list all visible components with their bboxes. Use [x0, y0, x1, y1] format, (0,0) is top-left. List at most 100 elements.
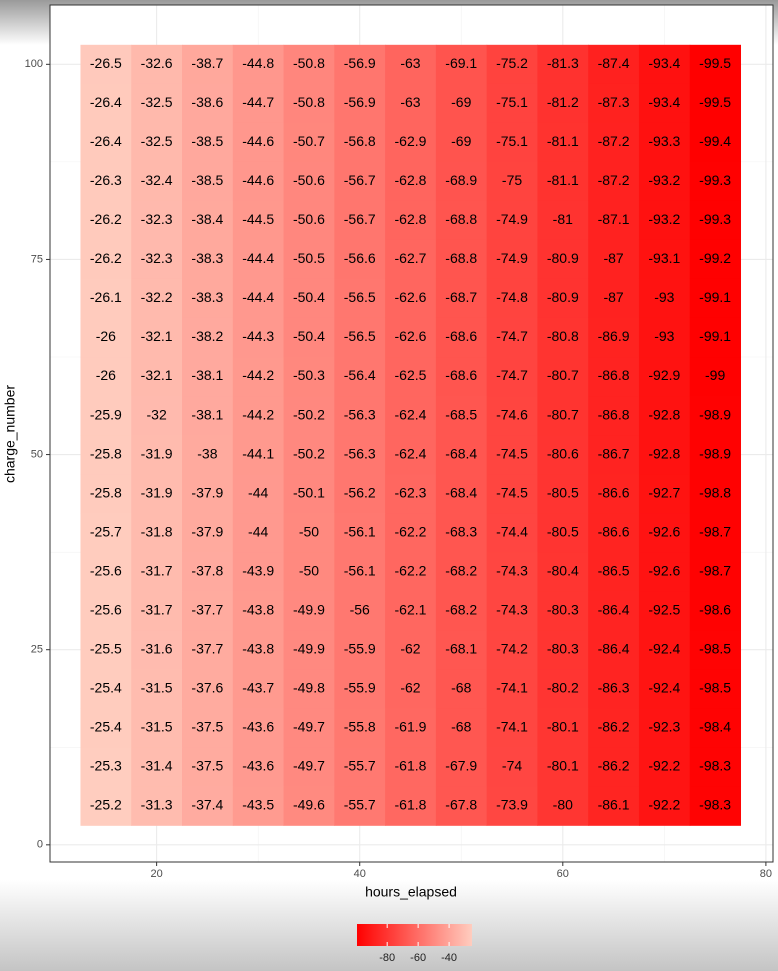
- tile: [131, 513, 183, 553]
- tile: [588, 747, 640, 787]
- tile-label: -81.2: [547, 94, 579, 110]
- tile: [588, 513, 640, 553]
- tile-label: -69: [451, 94, 471, 110]
- tile: [232, 669, 285, 709]
- tile: [435, 317, 488, 358]
- tile-label: -50: [299, 562, 319, 578]
- tile-label: -37.8: [191, 562, 223, 578]
- x-axis-title: hours_elapsed: [365, 884, 457, 900]
- tile-label: -50.4: [293, 328, 325, 344]
- tile: [80, 513, 132, 553]
- tile-label: -74.1: [496, 718, 528, 734]
- tile-label: -56.2: [344, 484, 376, 500]
- tile-label: -25.8: [90, 445, 122, 461]
- tile-label: -63: [400, 55, 420, 71]
- tile-label: -98.4: [699, 718, 731, 734]
- tile: [689, 591, 742, 631]
- tile-label: -68.8: [445, 250, 477, 266]
- tile-label: -38.4: [191, 211, 223, 227]
- tile: [182, 474, 234, 514]
- tile: [80, 552, 132, 592]
- tile: [486, 708, 538, 748]
- tile: [131, 786, 183, 826]
- tile-label: -75.1: [496, 94, 528, 110]
- tile-label: -98.5: [699, 679, 731, 695]
- tile: [385, 317, 437, 358]
- tile: [689, 396, 742, 436]
- tile: [334, 317, 386, 358]
- tile-label: -50.4: [293, 289, 325, 305]
- tile: [638, 552, 691, 592]
- tile: [334, 357, 386, 397]
- tile-label: -81.1: [547, 133, 579, 149]
- tile-label: -74.8: [496, 289, 528, 305]
- tile-label: -44.7: [242, 94, 274, 110]
- tile-label: -99.3: [699, 211, 731, 227]
- tile-label: -55.7: [344, 757, 376, 773]
- tile: [334, 630, 386, 670]
- tile-label: -80.7: [547, 367, 579, 383]
- tile-label: -31.5: [141, 679, 173, 695]
- tile-label: -80.1: [547, 757, 579, 773]
- tile: [486, 357, 538, 397]
- tile: [588, 552, 640, 592]
- tile-label: -92.5: [648, 601, 680, 617]
- tile-label: -99: [705, 367, 725, 383]
- tile-label: -50.2: [293, 445, 325, 461]
- colorbar-tick-label: -40: [441, 952, 457, 964]
- tile-label: -99.5: [699, 94, 731, 110]
- tile-label: -31.3: [141, 797, 173, 813]
- tile-label: -80.5: [547, 523, 579, 539]
- tile-label: -98.9: [699, 406, 731, 422]
- tile: [182, 396, 234, 436]
- tile: [182, 83, 234, 124]
- tile: [283, 513, 335, 553]
- panel-border: [49, 4, 774, 863]
- tile-label: -32.3: [141, 211, 173, 227]
- tile-label: -99.1: [699, 328, 731, 344]
- tile-label: -80.7: [547, 406, 579, 422]
- tile-label: -25.5: [90, 640, 122, 656]
- colorbar-tick-label: -80: [379, 952, 395, 964]
- tile: [283, 786, 335, 826]
- tile-label: -44.6: [242, 172, 274, 188]
- tile-label: -62.6: [395, 289, 427, 305]
- tile: [334, 200, 386, 241]
- tile-label: -55.9: [344, 640, 376, 656]
- tile: [537, 435, 589, 475]
- tile: [283, 357, 335, 397]
- tile: [232, 552, 285, 592]
- tile-label: -62: [400, 679, 420, 695]
- tile: [638, 396, 691, 436]
- tile-label: -61.8: [395, 757, 427, 773]
- tile-label: -68: [451, 718, 471, 734]
- tile-label: -63: [400, 94, 420, 110]
- tile-label: -38.7: [191, 55, 223, 71]
- tile-label: -37.5: [191, 718, 223, 734]
- tile-label: -99.2: [699, 250, 731, 266]
- tile: [435, 200, 488, 241]
- tile: [385, 630, 437, 670]
- tile: [689, 122, 742, 163]
- tile: [689, 278, 742, 319]
- tile-label: -56.7: [344, 211, 376, 227]
- tile-label: -43.8: [242, 601, 274, 617]
- tile-label: -56.4: [344, 367, 376, 383]
- tile-label: -38.2: [191, 328, 223, 344]
- tile: [283, 552, 335, 592]
- tile-label: -98.3: [699, 797, 731, 813]
- tile-label: -86.8: [598, 406, 630, 422]
- tile: [80, 317, 132, 358]
- tile: [588, 396, 640, 436]
- tile: [689, 44, 742, 85]
- tile: [537, 396, 589, 436]
- tile-label: -67.9: [445, 757, 477, 773]
- tile-label: -98.7: [699, 523, 731, 539]
- tile: [588, 278, 640, 319]
- tile-label: -68.4: [445, 445, 477, 461]
- tile-label: -44.2: [242, 406, 274, 422]
- tile-label: -74.5: [496, 445, 528, 461]
- tile: [232, 83, 285, 124]
- tile-label: -38.1: [191, 367, 223, 383]
- tile-label: -87.1: [598, 211, 630, 227]
